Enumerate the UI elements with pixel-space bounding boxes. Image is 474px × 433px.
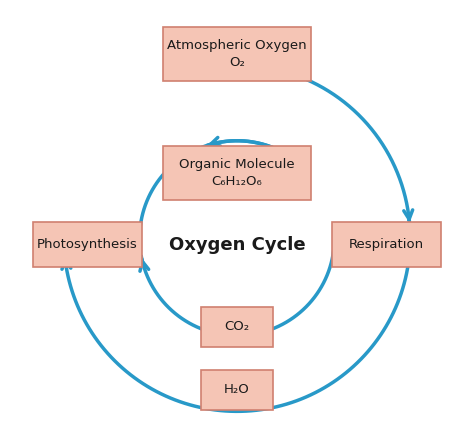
Text: CO₂: CO₂ [224, 320, 250, 333]
Text: Atmospheric Oxygen
O₂: Atmospheric Oxygen O₂ [167, 39, 307, 69]
FancyBboxPatch shape [201, 307, 273, 347]
Text: Photosynthesis: Photosynthesis [37, 238, 138, 251]
FancyBboxPatch shape [164, 27, 310, 81]
Text: Respiration: Respiration [349, 238, 424, 251]
FancyBboxPatch shape [34, 222, 142, 267]
Text: H₂O: H₂O [224, 383, 250, 396]
FancyBboxPatch shape [201, 370, 273, 410]
FancyBboxPatch shape [164, 146, 310, 200]
FancyBboxPatch shape [332, 222, 440, 267]
Text: Organic Molecule
C₆H₁₂O₆: Organic Molecule C₆H₁₂O₆ [179, 158, 295, 188]
Text: Oxygen Cycle: Oxygen Cycle [169, 236, 305, 254]
